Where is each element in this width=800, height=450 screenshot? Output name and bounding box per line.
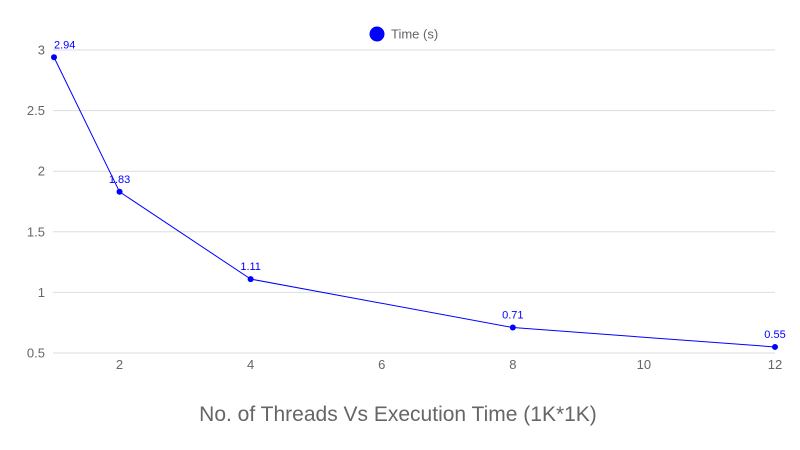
x-tick-label: 2 [116, 357, 123, 372]
data-point[interactable] [116, 188, 123, 195]
data-label: 2.94 [54, 39, 75, 51]
y-tick-label: 2 [38, 164, 45, 179]
legend-label: Time (s) [391, 27, 438, 42]
y-tick-label: 2.5 [27, 103, 45, 118]
x-tick-label: 6 [378, 357, 385, 372]
y-tick-label: 3 [38, 43, 45, 58]
y-tick-label: 0.5 [27, 346, 45, 361]
data-point[interactable] [247, 276, 254, 283]
y-tick-label: 1 [38, 285, 45, 300]
y-tick-label: 1.5 [27, 224, 45, 239]
data-label: 1.83 [109, 174, 130, 186]
data-point[interactable] [772, 343, 778, 350]
y-axis-ticks: 0.5 1 1.5 2 2.5 3 [27, 43, 45, 361]
data-point[interactable] [51, 54, 57, 61]
x-tick-label: 12 [768, 357, 782, 372]
x-axis-ticks: 2 4 6 8 10 12 [116, 357, 782, 372]
chart-title: No. of Threads Vs Execution Time (1K*1K) [199, 403, 597, 426]
series-line [53, 57, 776, 348]
data-label: 0.71 [502, 310, 523, 322]
legend-marker [369, 26, 385, 42]
x-tick-label: 8 [509, 357, 516, 372]
x-tick-label: 4 [247, 357, 254, 372]
data-label: 0.55 [764, 329, 785, 341]
x-tick-label: 10 [637, 357, 651, 372]
data-point[interactable] [509, 324, 516, 331]
data-label: 1.11 [240, 261, 261, 273]
grid-lines [53, 49, 775, 354]
legend[interactable]: Time (s) [369, 26, 439, 42]
series-layer: 2.94 1.83 1.11 0.71 0.55 [51, 39, 786, 350]
